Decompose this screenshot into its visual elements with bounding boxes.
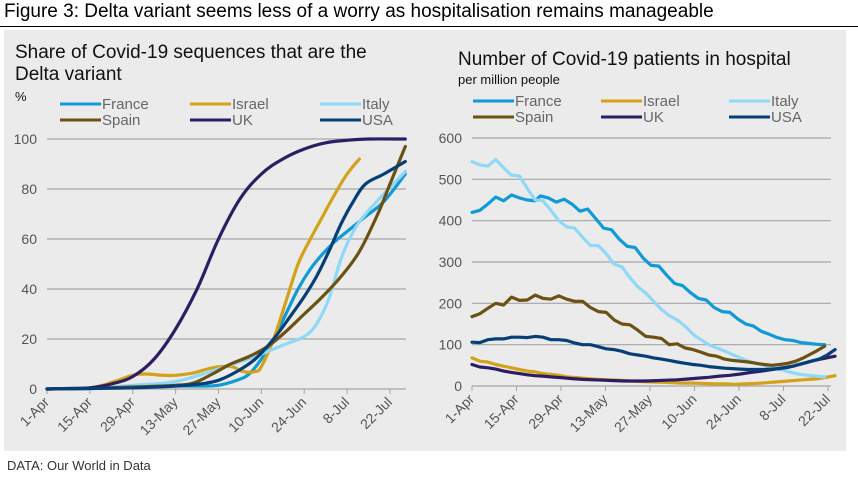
legend-label-israel: Israel bbox=[232, 96, 269, 113]
title-rule bbox=[0, 26, 858, 27]
right-series-lines bbox=[470, 157, 837, 386]
legend-label-france: France bbox=[515, 93, 562, 110]
series-line-usa bbox=[45, 159, 407, 391]
series-line-spain bbox=[45, 144, 407, 391]
legend-label-italy: Italy bbox=[771, 93, 799, 110]
x-tick-label: 8-Jul bbox=[756, 391, 789, 424]
y-tick-label: 600 bbox=[439, 130, 463, 146]
y-tick-label: 0 bbox=[29, 381, 37, 397]
series-line-france bbox=[470, 193, 827, 347]
left-chart-title-line-1: Share of Covid-19 sequences that are the bbox=[15, 42, 367, 63]
legend-label-israel: Israel bbox=[643, 93, 680, 110]
x-tick-label: 10-Jun bbox=[658, 391, 700, 433]
x-tick-label: 27-May bbox=[179, 394, 223, 438]
right-y-tick-labels: 0 100 200 300 400 500 600 bbox=[439, 130, 463, 394]
x-tick-label: 8-Jul bbox=[319, 394, 352, 427]
x-tick-label: 10-Jun bbox=[225, 394, 267, 436]
y-tick-label: 500 bbox=[439, 171, 463, 187]
x-tick-label: 1-Apr bbox=[442, 391, 478, 427]
left-series-lines bbox=[45, 137, 407, 391]
y-tick-label: 200 bbox=[439, 295, 463, 311]
y-tick-label: 80 bbox=[21, 181, 37, 197]
series-line-uk bbox=[45, 137, 407, 391]
left-chart-title-line-2: Delta variant bbox=[15, 64, 122, 85]
series-line-italy bbox=[45, 169, 407, 391]
x-tick-label: 29-Apr bbox=[525, 391, 566, 432]
series-line-usa bbox=[470, 334, 837, 372]
x-tick-label: 29-Apr bbox=[97, 394, 138, 435]
x-tick-label: 24-Jun bbox=[703, 391, 745, 433]
y-tick-label: 40 bbox=[21, 281, 37, 297]
x-tick-label: 13-May bbox=[566, 391, 610, 435]
hospital-patients-chart: Number of Covid-19 patients in hospital … bbox=[439, 49, 837, 435]
legend-label-spain: Spain bbox=[102, 112, 140, 129]
right-chart-subtitle: per million people bbox=[458, 72, 560, 87]
legend-label-spain: Spain bbox=[515, 109, 553, 126]
right-legend: France Israel Italy Spain UK USA bbox=[473, 93, 802, 126]
left-y-tick-labels: 0 20 40 60 80 100 bbox=[14, 131, 38, 397]
right-x-axis: 1-Apr 15-Apr 29-Apr 13-May 27-May 10-Jun 24-Ju… bbox=[442, 385, 833, 435]
y-tick-label: 0 bbox=[454, 378, 462, 394]
x-tick-label: 15-Apr bbox=[481, 391, 522, 432]
x-tick-label: 27-May bbox=[611, 391, 655, 435]
y-tick-label: 20 bbox=[21, 331, 37, 347]
delta-share-chart: Share of Covid-19 sequences that are the… bbox=[14, 42, 407, 438]
figure-title: Figure 3: Delta variant seems less of a … bbox=[4, 1, 714, 22]
y-tick-label: 100 bbox=[439, 337, 463, 353]
left-legend: France Israel Italy Spain UK USA bbox=[60, 96, 393, 129]
legend-label-italy: Italy bbox=[362, 96, 390, 113]
x-tick-label: 15-Apr bbox=[54, 394, 95, 435]
x-tick-label: 24-Jun bbox=[268, 394, 310, 436]
y-tick-label: 60 bbox=[21, 231, 37, 247]
legend-label-uk: UK bbox=[232, 112, 253, 129]
x-tick-label: 22-Jul bbox=[357, 394, 395, 432]
x-tick-label: 1-Apr bbox=[17, 394, 53, 430]
y-tick-label: 400 bbox=[439, 213, 463, 229]
legend-label-usa: USA bbox=[771, 109, 802, 126]
x-tick-label: 13-May bbox=[136, 394, 180, 438]
y-tick-label: 100 bbox=[14, 131, 38, 147]
left-chart-y-unit: % bbox=[15, 89, 27, 104]
source-note: DATA: Our World in Data bbox=[7, 458, 151, 473]
legend-label-uk: UK bbox=[643, 109, 664, 126]
series-line-spain bbox=[470, 293, 827, 367]
legend-label-usa: USA bbox=[362, 112, 393, 129]
x-tick-label: 22-Jul bbox=[795, 391, 833, 429]
right-chart-title: Number of Covid-19 patients in hospital bbox=[458, 49, 791, 70]
chart-panel bbox=[4, 30, 846, 451]
right-gridlines bbox=[472, 137, 831, 346]
y-tick-label: 300 bbox=[439, 254, 463, 270]
legend-label-france: France bbox=[102, 96, 149, 113]
